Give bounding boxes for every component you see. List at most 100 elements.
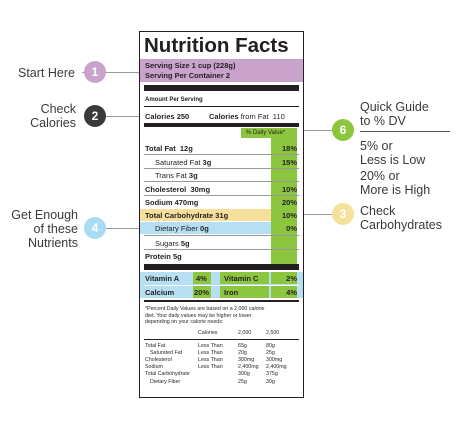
- footnote-cell: 80g: [266, 343, 275, 349]
- sugars-row: Sugars 5g: [155, 239, 190, 248]
- protein-row: Protein 5g: [145, 252, 182, 261]
- calcium-pct: 20%: [194, 288, 210, 297]
- step-6-circle: 6: [332, 119, 354, 141]
- vitamin-c-pct: 2%: [286, 274, 297, 283]
- get-enough-line-2: of these: [33, 222, 78, 236]
- step-3-circle: 3: [332, 203, 354, 225]
- hairline-5: [144, 235, 299, 236]
- quick-guide-line-2: to % DV: [360, 114, 406, 128]
- check-calories-line-2: Calories: [30, 116, 76, 130]
- leader-line-1: [82, 72, 139, 73]
- footnote-cell: 300mg: [238, 357, 255, 363]
- get-enough-line-3: Nutrients: [27, 236, 78, 250]
- footnote-row: Cholesterol: [145, 357, 172, 363]
- iron-name-box: [220, 286, 269, 298]
- servings-per-container: Serving Per Container 2: [145, 71, 231, 80]
- vitamin-c-name-box: [220, 272, 269, 284]
- step-4-circle: 4: [84, 217, 106, 239]
- high-annotation: 20% or More is High: [360, 169, 430, 197]
- total-fat-row: Total Fat 12g: [145, 144, 193, 153]
- calories-from-fat-value: 110: [272, 112, 285, 121]
- cholesterol-pct: 10%: [281, 185, 297, 194]
- footnote-row: Dietary Fiber: [150, 379, 181, 385]
- start-here-annotation: Start Here: [18, 66, 75, 80]
- get-enough-line-1: Get Enough: [11, 208, 78, 222]
- dietary-fiber-row: Dietary Fiber 0g: [155, 224, 209, 233]
- footnote-cell: 2,400mg: [238, 364, 259, 370]
- check-carbs-line-2: Carbohydrates: [360, 218, 442, 232]
- vitamin-a-pct: 4%: [196, 274, 207, 283]
- label-title: Nutrition Facts: [144, 34, 289, 57]
- quick-guide-annotation: Quick Guide to % DV: [360, 100, 429, 128]
- leader-line-2: [90, 116, 139, 117]
- calcium-pct-box: [193, 286, 211, 298]
- start-here-text: Start Here: [18, 66, 75, 80]
- calcium-name: Calcium: [145, 288, 175, 297]
- amount-per-serving: Amount Per Serving: [145, 97, 203, 103]
- hairline-2: [144, 168, 299, 169]
- saturated-fat-pct: 15%: [281, 158, 297, 167]
- hairline-3: [144, 181, 299, 182]
- footnote-cell: Less Than: [198, 350, 223, 356]
- footnote-cell: Less Than: [198, 343, 223, 349]
- footnote-header-2000: 2,000: [238, 330, 252, 336]
- hairline-amount: [144, 106, 299, 107]
- daily-value-header: % Daily Value*: [246, 130, 286, 136]
- iron-name: Iron: [224, 288, 239, 297]
- calories-value: 250: [176, 112, 190, 121]
- footnote-header-calories: Calories: [198, 330, 218, 336]
- footnote-cell: 30g: [266, 379, 275, 385]
- check-calories-annotation: Check Calories: [28, 102, 76, 130]
- footnote-cell: Less Than: [198, 364, 223, 370]
- vitamin-c-name: Vitamin C: [224, 274, 259, 283]
- calories-label: Calories 250: [145, 112, 190, 121]
- footnote-row: Sodium: [145, 364, 163, 370]
- vitamins-divider: [144, 285, 299, 286]
- cholesterol-row: Cholesterol 30mg: [145, 185, 211, 194]
- footnote-row: Total Fat: [145, 343, 166, 349]
- quick-guide-underline: [360, 131, 450, 132]
- trans-fat-row: Trans Fat 3g: [155, 171, 198, 180]
- high-line-2: More is High: [360, 183, 431, 197]
- step-2-circle: 2: [84, 105, 106, 127]
- vitamin-c-pct-box: [271, 272, 297, 284]
- saturated-fat-row: Saturated Fat 3g: [155, 158, 212, 167]
- vitamin-a-pct-box: [193, 272, 211, 284]
- check-carbs-line-1: Check: [360, 204, 396, 218]
- get-enough-annotation: Get Enough of these Nutrients: [6, 208, 78, 250]
- footnote-row: Total Carbohydrate: [145, 371, 190, 377]
- daily-value-column: [271, 128, 297, 264]
- carbohydrate-highlight: [140, 209, 271, 221]
- high-line-1: 20% or: [360, 169, 400, 183]
- footnote-row: Saturated Fat: [150, 350, 183, 356]
- daily-value-header-box: [241, 128, 297, 138]
- check-calories-line-1: Check: [40, 102, 76, 116]
- vitamin-a-name: Vitamin A: [145, 274, 180, 283]
- calories-from-fat: Calories from Fat 110: [209, 112, 285, 121]
- leader-line-4: [98, 228, 139, 229]
- footnote-cell: Less Than: [198, 357, 223, 363]
- hairline-6: [144, 249, 299, 250]
- total-carbohydrate-pct: 10%: [281, 211, 297, 220]
- footnote-cell: 65g: [238, 343, 247, 349]
- serving-size: Serving Size 1 cup (228g): [145, 61, 236, 70]
- fiber-highlight: [140, 222, 271, 234]
- dietary-fiber-pct: 0%: [286, 224, 297, 233]
- hairline-1: [144, 154, 299, 155]
- footnote-cell: 375g: [266, 371, 278, 377]
- step-1-circle: 1: [84, 61, 106, 83]
- low-line-1: 5% or: [360, 139, 393, 153]
- footnote-header-2500: 2,500: [266, 330, 280, 336]
- footnote-cell: 20g: [238, 350, 247, 356]
- thick-rule-3: [144, 264, 299, 270]
- leader-line-3: [302, 214, 342, 215]
- footnote-cell: 25g: [238, 379, 247, 385]
- leader-line-6: [302, 130, 342, 131]
- serving-highlight: [140, 59, 303, 82]
- hairline-4: [144, 195, 299, 196]
- thick-rule-4: [144, 300, 299, 302]
- total-fat-pct: 18%: [281, 144, 297, 153]
- footnote-cell: 25g: [266, 350, 275, 356]
- footnote-cell: 2,400mg: [266, 364, 287, 370]
- footnote-cell: 300g: [238, 371, 250, 377]
